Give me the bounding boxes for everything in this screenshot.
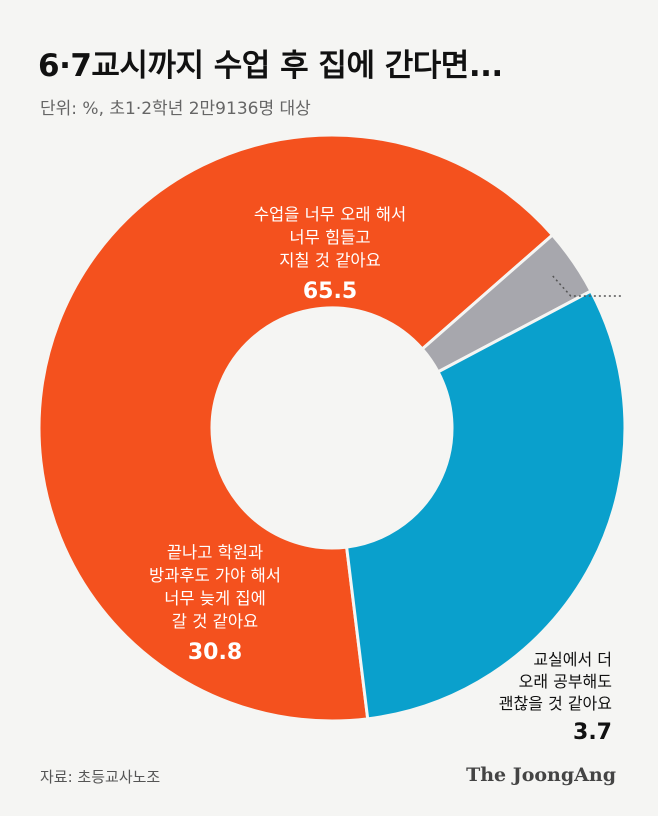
donut-slice-2 xyxy=(344,288,627,721)
slice-value-0: 65.5 xyxy=(303,279,357,304)
slice-label-line: 너무 힘들고 xyxy=(289,228,370,247)
slice-label-line: 교실에서 더 xyxy=(533,650,612,669)
slice-label-line: 너무 늦게 집에 xyxy=(164,589,266,608)
slice-label-line: 괜찮을 것 같아요 xyxy=(499,694,612,713)
slice-value-1: 3.7 xyxy=(573,720,612,745)
donut-slice-0 xyxy=(37,133,555,723)
chart-subtitle: 단위: %, 초1·2학년 2만9136명 대상 xyxy=(40,99,311,119)
slice-label-line: 오래 공부해도 xyxy=(519,672,612,691)
slice-value-2: 30.8 xyxy=(188,640,242,665)
slice-label-line: 방과후도 가야 해서 xyxy=(149,566,281,585)
brand-logo: The JoongAng xyxy=(466,764,616,786)
page-title: 6·7교시까지 수업 후 집에 간다면... xyxy=(38,48,503,84)
slice-label-line: 끝나고 학원과 xyxy=(167,543,263,562)
source-note: 자료: 초등교사노조 xyxy=(40,768,161,786)
slice-label-line: 갈 것 같아요 xyxy=(172,612,258,631)
leader-line xyxy=(552,275,623,297)
slice-label-line: 지칠 것 같아요 xyxy=(279,251,381,270)
slice-label-line: 수업을 너무 오래 해서 xyxy=(254,205,406,224)
